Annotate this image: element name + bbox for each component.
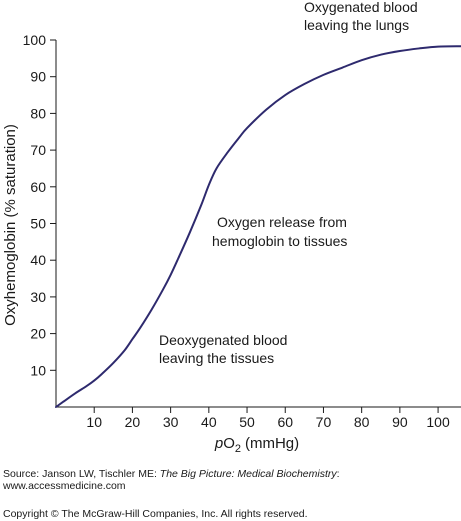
y-tick-label: 80 [30, 105, 46, 121]
y-tick-label: 90 [30, 69, 46, 85]
y-tick-label: 20 [30, 326, 46, 342]
svg-text:Deoxygenated blood: Deoxygenated blood [159, 332, 287, 348]
chart-ticks: 10 20 30 40 50 60 70 80 90 100 10 20 30 40 50 60 70 80 90 1… [23, 32, 450, 430]
source-prefix: Source: Janson LW, Tischler ME: [3, 468, 160, 480]
x-axis-title: pO2 (mmHg) [214, 435, 299, 455]
x-tick-label: 60 [277, 414, 293, 430]
source-suffix: : [336, 468, 340, 480]
source-citation: Source: Janson LW, Tischler ME: The Big … [3, 468, 459, 492]
y-axis-title: Oxyhemoglobin (% saturation) [2, 124, 19, 326]
y-tick-label: 70 [30, 142, 46, 158]
x-tick-label: 100 [426, 414, 450, 430]
y-tick-label: 40 [30, 252, 46, 268]
x-tick-label: 40 [201, 414, 217, 430]
svg-text:Oxygen release from: Oxygen release from [217, 214, 347, 230]
annotation-oxygen-release: Oxygen release from hemoglobin to tissue… [212, 214, 347, 249]
y-tick-label: 30 [30, 289, 46, 305]
copyright-notice: Copyright © The McGraw-Hill Companies, I… [3, 508, 308, 520]
x-tick-label: 20 [125, 414, 141, 430]
svg-text:hemoglobin to tissues: hemoglobin to tissues [212, 233, 347, 249]
x-tick-label: 80 [354, 414, 370, 430]
svg-text:Oxygenated blood: Oxygenated blood [304, 0, 418, 15]
y-tick-label: 50 [30, 216, 46, 232]
svg-text:leaving the tissues: leaving the tissues [159, 350, 274, 366]
x-tick-label: 10 [86, 414, 102, 430]
y-tick-label: 60 [30, 179, 46, 195]
oxygen-dissociation-chart: 10 20 30 40 50 60 70 80 90 100 10 20 30 40 50 60 70 80 90 1… [2, 0, 461, 455]
annotation-tissues: Deoxygenated blood leaving the tissues [159, 332, 287, 366]
x-tick-label: 90 [392, 414, 408, 430]
y-tick-label: 10 [30, 362, 46, 378]
saturation-curve [55, 45, 461, 408]
source-book-title: The Big Picture: Medical Biochemistry [159, 468, 337, 480]
svg-text:leaving the lungs: leaving the lungs [304, 17, 409, 33]
source-url: www.accessmedicine.com [3, 480, 126, 492]
y-tick-label: 100 [23, 32, 47, 48]
x-tick-label: 70 [316, 414, 332, 430]
x-tick-label: 50 [239, 414, 255, 430]
annotation-lungs: Oxygenated blood leaving the lungs [304, 0, 418, 33]
x-tick-label: 30 [163, 414, 179, 430]
